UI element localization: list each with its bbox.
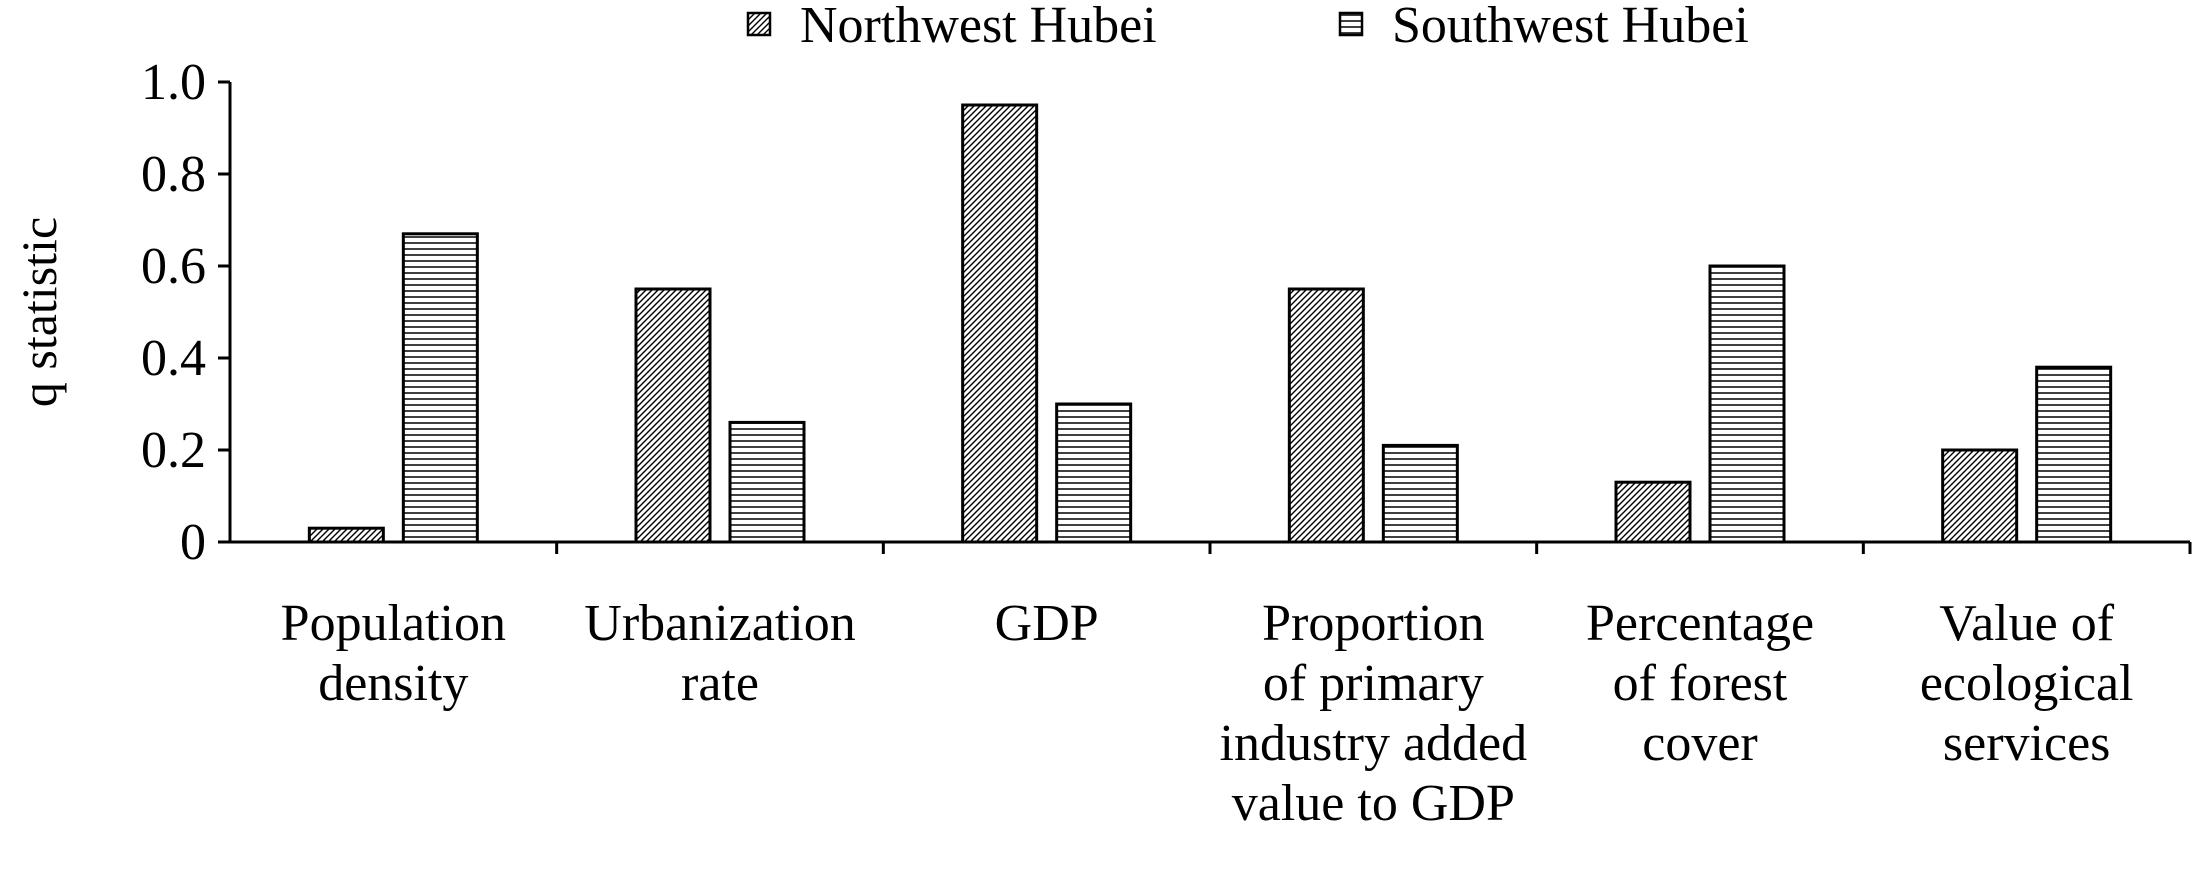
legend-swatch-southwest: [1338, 11, 1364, 37]
labels: 0 0.2 0.4 0.6 0.8 1.0 Population density Urbaniz…: [11, 54, 2134, 832]
bar-southwest-5: [2035, 365, 2113, 544]
axes: [218, 80, 2192, 554]
y-tick-label: 0.6: [141, 238, 206, 295]
bar-northwest-2: [961, 103, 1039, 544]
y-tick-label: 0.4: [141, 330, 206, 387]
x-category-label: GDP: [995, 595, 1099, 652]
bar-northwest-5: [1941, 448, 2019, 544]
bar-southwest-0: [401, 232, 479, 544]
legend-swatch-northwest: [746, 11, 772, 37]
x-category-label: Value of ecological services: [1920, 595, 2134, 772]
bar-southwest-2: [1055, 402, 1133, 544]
legend-label-southwest: Southwest Hubei: [1392, 0, 1749, 54]
bar-southwest-1: [728, 420, 806, 544]
x-category-label: Urbanization rate: [584, 595, 855, 712]
legend-label-northwest: Northwest Hubei: [800, 0, 1157, 54]
bar-northwest-4: [1614, 480, 1692, 544]
legend: Northwest Hubei Southwest Hubei: [746, 0, 1749, 54]
y-tick-label: 1.0: [141, 54, 206, 111]
bars: [307, 103, 2113, 544]
y-tick-label: 0.8: [141, 146, 206, 203]
bar-southwest-4: [1708, 264, 1786, 544]
x-category-label: Percentage of forest cover: [1586, 595, 1814, 772]
y-tick-label: 0: [180, 514, 206, 571]
bar-northwest-0: [307, 526, 385, 544]
bar-northwest-1: [634, 287, 712, 544]
bar-northwest-3: [1287, 287, 1365, 544]
bar-southwest-3: [1381, 443, 1459, 544]
x-category-label: Proportion of primary industry added value …: [1220, 595, 1528, 832]
y-tick-label: 0.2: [141, 422, 206, 479]
y-axis-title: q statistic: [11, 217, 67, 407]
x-category-label: Population density: [281, 595, 506, 712]
